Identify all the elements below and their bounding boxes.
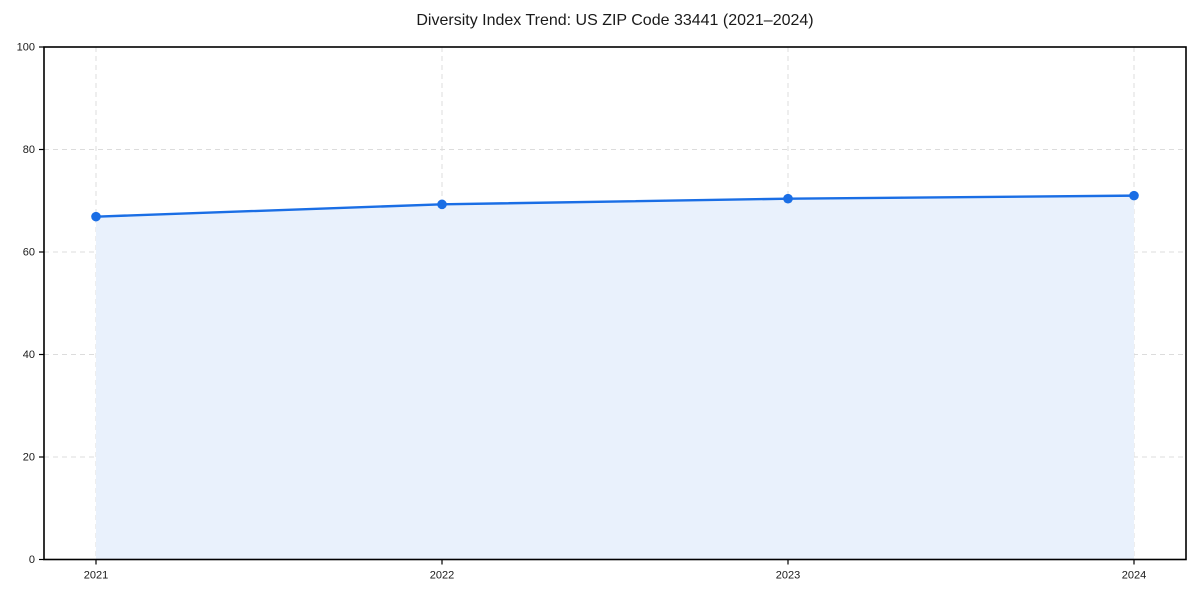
data-point xyxy=(437,199,447,210)
y-tick-label: 0 xyxy=(29,554,35,566)
area-fill xyxy=(96,195,1134,560)
y-tick-label: 40 xyxy=(23,349,35,361)
data-point xyxy=(91,211,101,222)
x-tick-label: 2022 xyxy=(430,570,454,582)
x-tick-label: 2023 xyxy=(776,570,800,582)
data-point xyxy=(783,193,793,204)
y-tick-label: 20 xyxy=(23,452,35,464)
trend-line xyxy=(94,194,1136,218)
y-tick-label: 60 xyxy=(23,247,35,259)
y-tick-label: 100 xyxy=(17,42,35,54)
data-point xyxy=(1129,190,1139,201)
chart-title: Diversity Index Trend: US ZIP Code 33441… xyxy=(416,12,814,29)
plot-border xyxy=(43,46,1187,561)
y-tick-label: 80 xyxy=(23,144,35,156)
x-tick-label: 2021 xyxy=(84,570,108,582)
x-tick-label: 2024 xyxy=(1122,570,1146,582)
